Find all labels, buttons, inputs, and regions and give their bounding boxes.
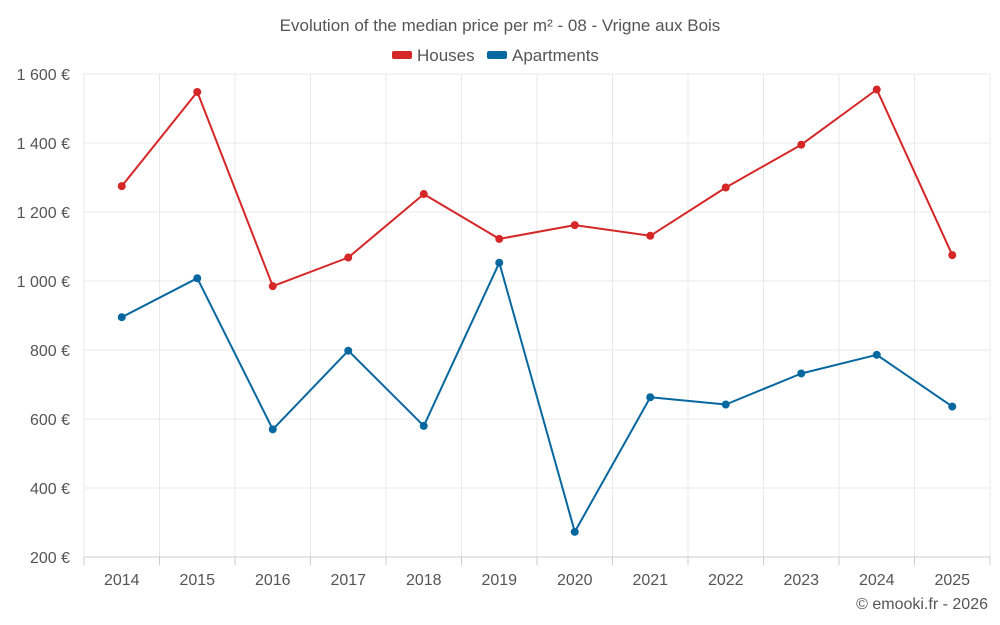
data-point-apartments[interactable] — [419, 421, 428, 430]
y-tick-label: 1 000 € — [17, 274, 70, 291]
x-tick-label: 2018 — [406, 572, 442, 589]
legend-label: Houses — [417, 46, 475, 65]
legend-swatch — [487, 51, 507, 59]
data-point-houses[interactable] — [193, 87, 202, 96]
x-tick-label: 2022 — [708, 572, 744, 589]
data-point-apartments[interactable] — [268, 425, 277, 434]
y-tick-label: 800 € — [30, 343, 70, 360]
data-point-apartments[interactable] — [646, 393, 655, 402]
y-tick-label: 1 600 € — [17, 67, 70, 84]
x-tick-label: 2015 — [179, 572, 215, 589]
data-point-apartments[interactable] — [872, 350, 881, 359]
grid — [83, 73, 991, 558]
legend-label: Apartments — [512, 46, 599, 65]
x-tick-label: 2025 — [934, 572, 970, 589]
chart-title: Evolution of the median price per m² - 0… — [280, 16, 721, 35]
legend-item-apartments[interactable]: Apartments — [487, 46, 599, 65]
axes: 200 € 400 € 600 € 800 € 1 000 € 1 200 € 1 400 … — [17, 67, 991, 589]
data-point-houses[interactable] — [721, 183, 730, 192]
x-tick-label: 2023 — [783, 572, 819, 589]
x-tick-label: 2017 — [330, 572, 366, 589]
x-tick-label: 2019 — [481, 572, 517, 589]
series-group — [117, 85, 957, 536]
y-tick-label: 1 200 € — [17, 205, 70, 222]
legend-item-houses[interactable]: Houses — [392, 46, 475, 65]
data-point-apartments[interactable] — [117, 313, 126, 322]
x-tick-label: 2024 — [859, 572, 895, 589]
data-point-houses[interactable] — [117, 182, 126, 191]
data-point-houses[interactable] — [495, 234, 504, 243]
data-point-houses[interactable] — [948, 251, 957, 260]
data-point-apartments[interactable] — [570, 527, 579, 536]
data-point-houses[interactable] — [872, 85, 881, 94]
x-tick-label: 2021 — [632, 572, 668, 589]
data-point-houses[interactable] — [344, 253, 353, 262]
data-point-apartments[interactable] — [344, 346, 353, 355]
data-point-apartments[interactable] — [948, 402, 957, 411]
series-line-houses — [121, 88, 954, 288]
data-point-apartments[interactable] — [193, 274, 202, 283]
data-point-houses[interactable] — [570, 221, 579, 230]
y-tick-label: 1 400 € — [17, 136, 70, 153]
x-tick-label: 2014 — [104, 572, 140, 589]
data-point-houses[interactable] — [646, 231, 655, 240]
data-point-houses[interactable] — [268, 282, 277, 291]
y-tick-label: 600 € — [30, 412, 70, 429]
credit-text: © emooki.fr - 2026 — [856, 596, 988, 613]
series-apartments — [117, 258, 957, 536]
legend: Houses Apartments — [392, 46, 599, 65]
legend-swatch — [392, 51, 412, 59]
data-point-apartments[interactable] — [495, 258, 504, 267]
series-houses — [117, 85, 957, 291]
data-point-apartments[interactable] — [797, 369, 806, 378]
x-tick-label: 2016 — [255, 572, 291, 589]
x-tick-label: 2020 — [557, 572, 593, 589]
y-tick-label: 400 € — [30, 481, 70, 498]
data-point-houses[interactable] — [797, 140, 806, 149]
series-line-apartments — [121, 261, 953, 533]
data-point-houses[interactable] — [419, 190, 428, 199]
y-tick-label: 200 € — [30, 550, 70, 567]
data-point-apartments[interactable] — [721, 400, 730, 409]
